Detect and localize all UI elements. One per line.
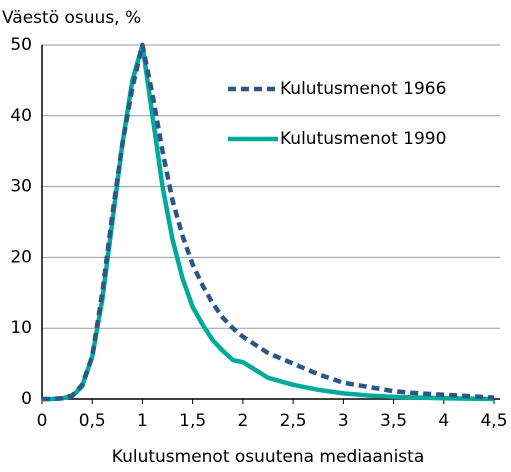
y-tick-label: 30 (10, 177, 32, 197)
x-tick-label: 3,5 (380, 411, 407, 431)
x-tick-label: 1,5 (179, 411, 206, 431)
x-tick-label: 1 (137, 411, 148, 431)
legend-label: Kulutusmenot 1990 (280, 129, 446, 149)
series-line (42, 42, 495, 402)
y-tick-label: 10 (10, 318, 32, 338)
y-tick-label: 0 (21, 389, 32, 409)
x-tick-label: 0,5 (79, 411, 106, 431)
y-tick-label: 40 (10, 106, 32, 126)
x-tick-label: 2 (237, 411, 248, 431)
x-tick-label: 4 (438, 411, 449, 431)
y-tick-label: 20 (10, 247, 32, 267)
x-tick-label: 2,5 (280, 411, 307, 431)
chart-title: Väestö osuus, % (2, 8, 141, 28)
x-tick-label: 0 (37, 411, 48, 431)
x-axis-label: Kulutusmenot osuutena mediaanista (112, 447, 424, 467)
x-tick-label: 4,5 (480, 411, 507, 431)
series-line (42, 42, 495, 402)
legend-label: Kulutusmenot 1966 (280, 79, 446, 99)
x-tick-label: 3 (338, 411, 349, 431)
y-tick-label: 50 (10, 35, 32, 55)
